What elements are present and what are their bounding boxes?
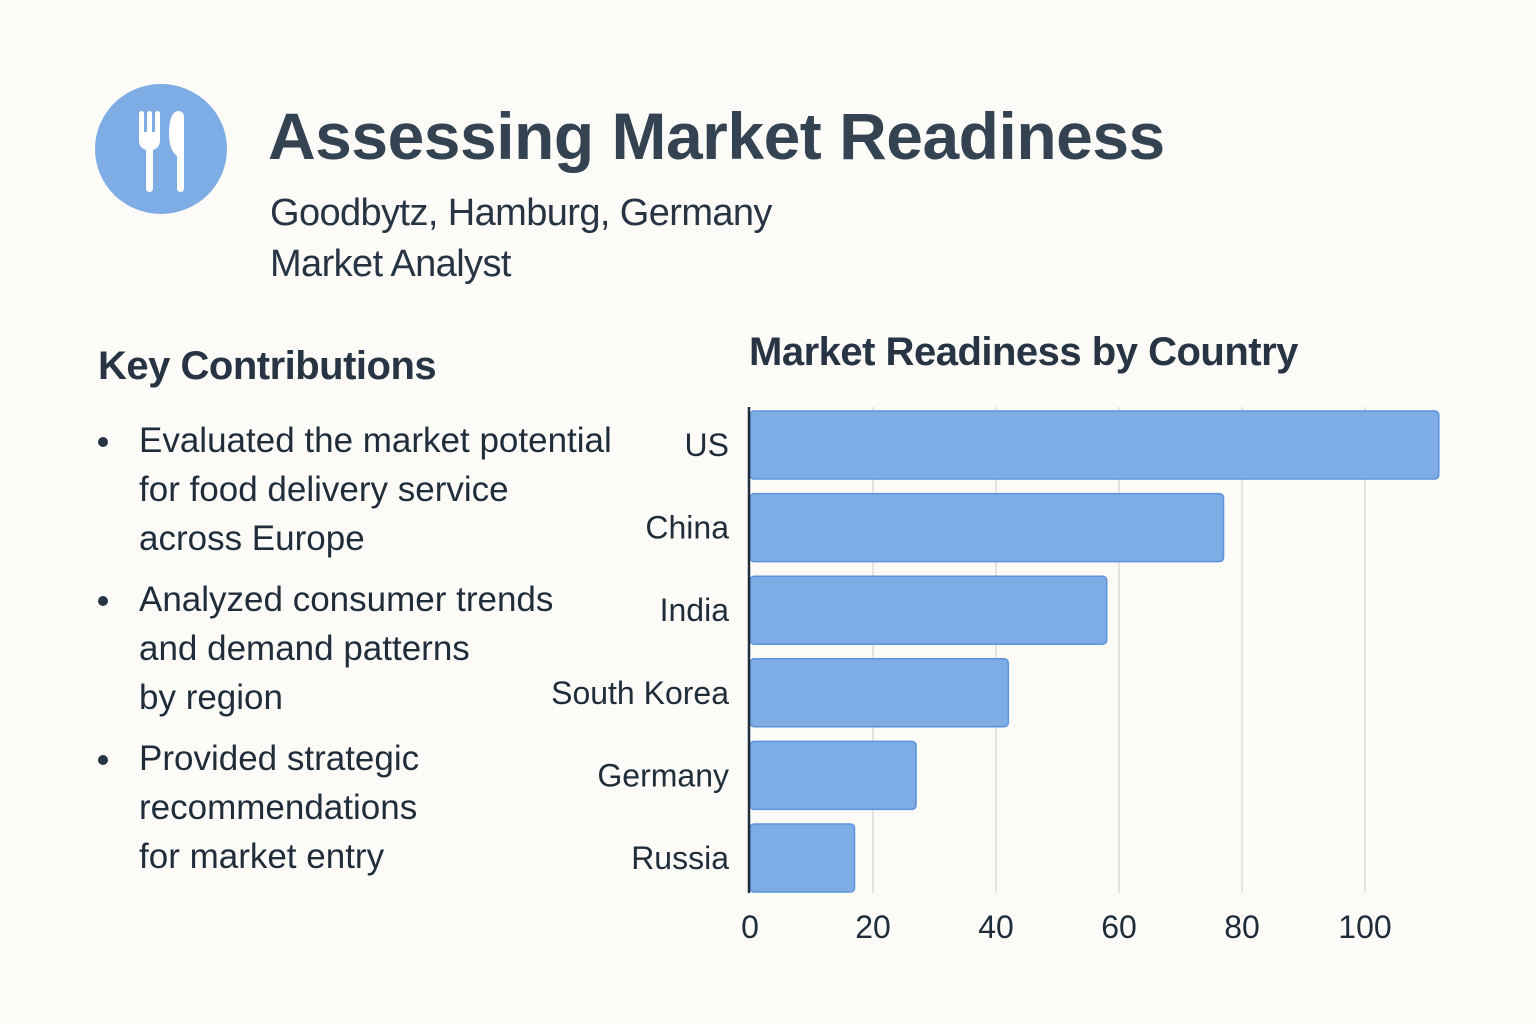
job-role: Market Analyst: [270, 243, 511, 285]
x-tick-label: 40: [978, 909, 1014, 945]
contributions-list: Evaluated the market potential for food …: [98, 416, 658, 893]
category-label: South Korea: [551, 675, 729, 711]
bullet-icon: [98, 755, 108, 765]
bar-us: [749, 410, 1440, 480]
x-tick-label: 0: [741, 909, 759, 945]
contribution-item: Provided strategic recommendations for m…: [98, 734, 658, 881]
contribution-line: recommendations: [139, 788, 418, 827]
category-label: Germany: [597, 757, 729, 793]
contribution-line: and demand patterns: [139, 629, 470, 668]
x-tick-label: 60: [1101, 909, 1137, 945]
company-location: Goodbytz, Hamburg, Germany: [270, 192, 772, 234]
bar-germany: [749, 740, 917, 811]
bullet-icon: [98, 596, 108, 606]
category-label: US: [685, 427, 729, 463]
chart-title: Market Readiness by Country: [749, 330, 1298, 374]
contribution-item: Evaluated the market potential for food …: [98, 416, 658, 563]
bullet-icon: [98, 437, 108, 447]
bar-india: [749, 575, 1108, 645]
x-tick-label: 100: [1338, 909, 1391, 945]
key-contributions-heading: Key Contributions: [98, 344, 437, 388]
contribution-line: Evaluated the market potential: [139, 421, 612, 460]
contribution-line: by region: [139, 678, 283, 717]
logo-badge: [95, 84, 227, 214]
contribution-line: Provided strategic: [139, 739, 420, 778]
x-tick-label: 20: [855, 909, 891, 945]
page-title: Assessing Market Readiness: [268, 99, 1165, 173]
category-label: China: [645, 510, 729, 546]
fork-knife-icon: [139, 111, 184, 192]
contribution-line: across Europe: [139, 519, 365, 558]
contribution-line: for food delivery service: [139, 470, 509, 509]
bar-china: [749, 492, 1225, 563]
contribution-line: for market entry: [139, 837, 385, 876]
bar-russia: [749, 823, 856, 893]
category-label: Russia: [631, 840, 729, 876]
contribution-line: Analyzed consumer trends: [139, 580, 554, 619]
bar-south-korea: [749, 658, 1010, 728]
category-label: India: [660, 592, 730, 628]
contribution-item: Analyzed consumer trends and demand patt…: [98, 575, 658, 722]
x-tick-label: 80: [1224, 909, 1260, 945]
